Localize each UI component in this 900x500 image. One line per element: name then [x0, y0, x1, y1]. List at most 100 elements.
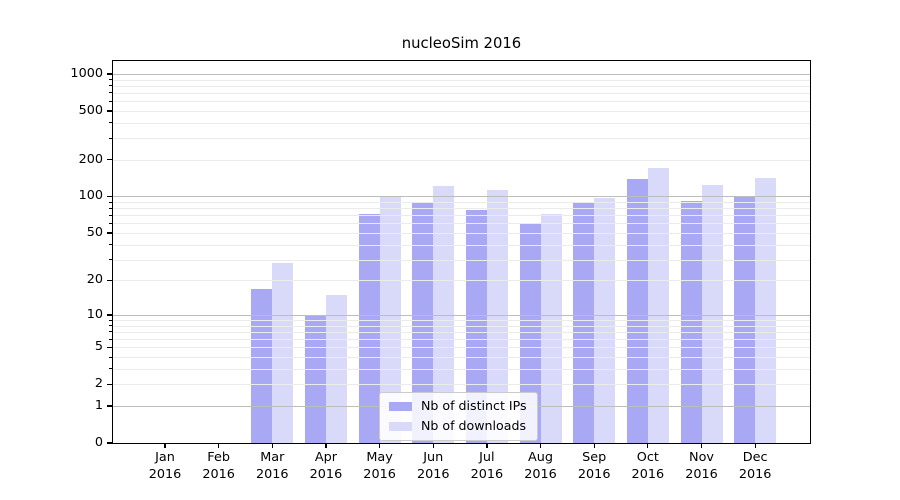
gridline-minor [113, 357, 810, 359]
gridline-major [113, 73, 810, 75]
legend-swatch-downloads [389, 421, 412, 431]
legend-swatch-distinct-ips [389, 401, 412, 411]
x-tick-label-sep: Sep 2016 [577, 450, 611, 482]
y-minor-tick [109, 207, 113, 209]
x-tick [432, 443, 434, 448]
gridline-minor [113, 223, 810, 225]
gridline-minor [113, 280, 810, 282]
y-tick-label: 1 [94, 397, 103, 413]
bar-downloads-nov [701, 185, 723, 443]
gridline-major [113, 196, 810, 198]
gridline-minor [113, 259, 810, 261]
y-tick [107, 442, 113, 444]
y-minor-tick [109, 222, 113, 224]
y-minor-tick [109, 319, 113, 321]
bar-downloads-aug [540, 213, 562, 443]
y-minor-tick [109, 110, 113, 112]
gridline-minor [113, 215, 810, 217]
bar-distinct-ips-dec [734, 196, 756, 443]
x-tick-label-jan: Jan 2016 [148, 450, 182, 482]
y-tick-label: 2 [94, 376, 103, 392]
y-tick-label: 10 [86, 306, 103, 322]
gridline-minor [113, 110, 810, 112]
y-tick [107, 405, 113, 407]
y-minor-tick [109, 201, 113, 203]
x-tick [218, 443, 220, 448]
x-tick-label-mar: Mar 2016 [256, 450, 289, 482]
bar-downloads-jun [433, 185, 455, 443]
x-tick-label-jun: Jun 2016 [416, 450, 450, 482]
x-tick [647, 443, 649, 448]
x-tick [593, 443, 595, 448]
bar-downloads-may [379, 196, 401, 443]
y-tick-label: 50 [86, 224, 103, 240]
y-minor-tick [109, 79, 113, 81]
gridline-minor [113, 92, 810, 94]
x-tick-label-feb: Feb 2016 [202, 450, 235, 482]
y-minor-tick [109, 383, 113, 385]
gridline-minor [113, 347, 810, 349]
gridline-major [113, 314, 810, 316]
x-tick-label-jul: Jul 2016 [470, 450, 504, 482]
gridline-minor [113, 320, 810, 321]
chart-title: nucleoSim 2016 [401, 35, 522, 52]
y-minor-tick [109, 325, 113, 327]
x-tick-label-nov: Nov 2016 [685, 450, 718, 482]
x-tick [164, 443, 166, 448]
x-tick-label-aug: Aug 2016 [524, 450, 557, 482]
y-minor-tick [109, 159, 113, 161]
legend-row-distinct-ips: Nb of distinct IPs [389, 399, 527, 413]
y-minor-tick [109, 244, 113, 246]
gridline-minor [113, 208, 810, 210]
gridline-minor [113, 138, 810, 140]
x-tick [754, 443, 756, 448]
y-tick-label: 1000 [70, 65, 103, 81]
x-tick-label-may: May 2016 [363, 450, 396, 482]
x-tick-label-dec: Dec 2016 [738, 450, 772, 482]
x-tick-label-apr: Apr 2016 [309, 450, 343, 482]
y-tick-label: 500 [78, 102, 103, 118]
bar-downloads-oct [647, 168, 669, 443]
gridline-minor [113, 85, 810, 87]
gridline-minor [113, 368, 810, 370]
y-minor-tick [109, 368, 113, 370]
y-minor-tick [109, 85, 113, 87]
gridline-minor [113, 325, 810, 327]
y-tick-label: 0 [94, 435, 103, 450]
y-tick-label: 100 [78, 188, 103, 204]
x-tick [271, 443, 273, 448]
y-tick [107, 73, 113, 75]
bar-distinct-ips-jun [412, 202, 434, 443]
y-minor-tick [109, 331, 113, 333]
legend-label-distinct-ips: Nb of distinct IPs [421, 398, 527, 413]
x-tick [325, 443, 327, 448]
bar-distinct-ips-may [358, 213, 380, 443]
gridline-minor [113, 339, 810, 341]
y-minor-tick [109, 346, 113, 348]
bar-distinct-ips-apr [304, 314, 326, 443]
legend: Nb of distinct IPs Nb of downloads [379, 392, 538, 441]
legend-label-downloads: Nb of downloads [421, 418, 527, 433]
x-tick [378, 443, 381, 448]
x-tick [539, 443, 542, 448]
y-tick-label: 5 [94, 339, 103, 355]
gridline-minor [113, 232, 810, 234]
bar-downloads-dec [755, 177, 777, 443]
bar-distinct-ips-mar [251, 288, 273, 443]
y-minor-tick [109, 137, 113, 139]
gridline-minor [113, 122, 810, 124]
y-tick-label: 200 [78, 151, 103, 167]
gridline-minor [113, 384, 810, 386]
gridline-minor [113, 159, 810, 161]
gridline-minor [113, 202, 810, 204]
y-tick [107, 314, 113, 316]
y-minor-tick [109, 338, 113, 340]
gridline-minor [113, 331, 810, 333]
y-minor-tick [109, 279, 113, 281]
y-minor-tick [109, 259, 113, 261]
x-tick [700, 443, 703, 448]
gridline-minor [113, 79, 810, 81]
bar-distinct-ips-oct [626, 178, 648, 443]
y-tick [107, 195, 113, 198]
